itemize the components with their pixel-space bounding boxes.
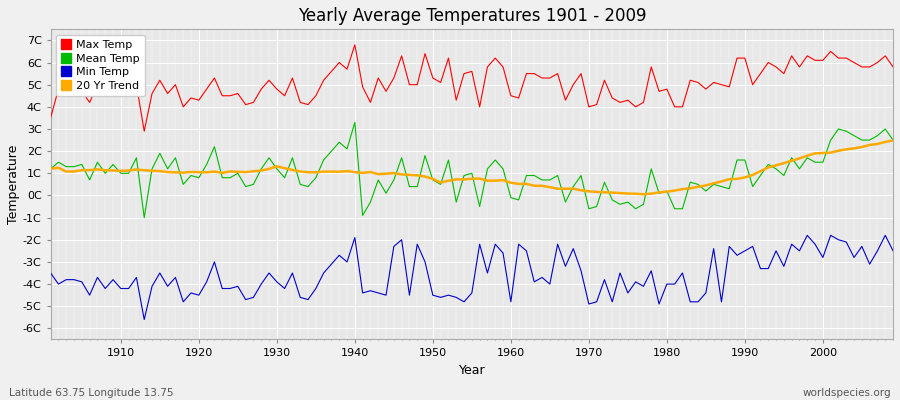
Legend: Max Temp, Mean Temp, Min Temp, 20 Yr Trend: Max Temp, Mean Temp, Min Temp, 20 Yr Tre… — [56, 35, 146, 96]
Title: Yearly Average Temperatures 1901 - 2009: Yearly Average Temperatures 1901 - 2009 — [298, 7, 646, 25]
Text: Latitude 63.75 Longitude 13.75: Latitude 63.75 Longitude 13.75 — [9, 388, 174, 398]
X-axis label: Year: Year — [458, 364, 485, 377]
Y-axis label: Temperature: Temperature — [7, 145, 20, 224]
Text: worldspecies.org: worldspecies.org — [803, 388, 891, 398]
